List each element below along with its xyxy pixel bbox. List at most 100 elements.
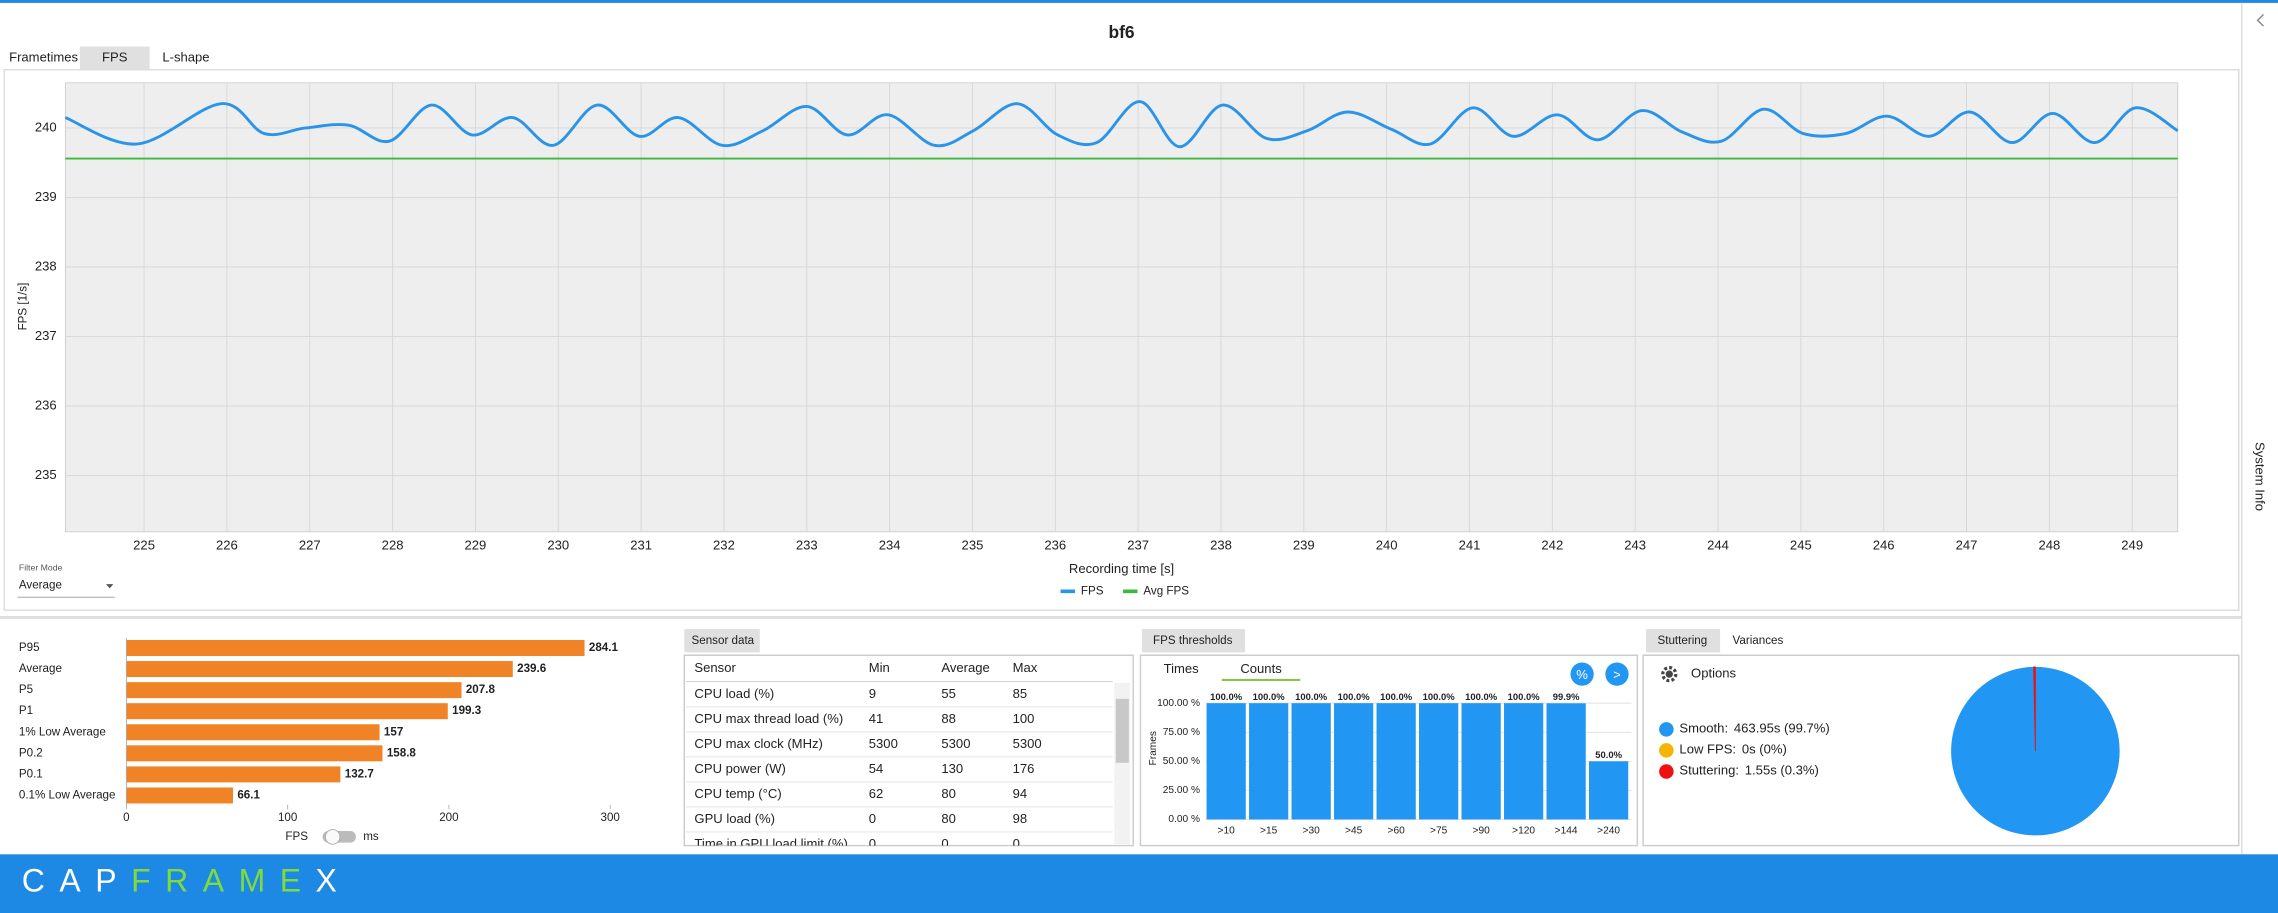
sensor-value: 0	[1013, 836, 1020, 851]
value-label: 50.0%	[1595, 750, 1622, 761]
dropdown-arrow[interactable]	[106, 584, 114, 589]
category-label: P95	[19, 641, 40, 654]
value-label: 100.0%	[1210, 692, 1243, 703]
y-tick-label: 235	[35, 467, 57, 482]
y-tick-label: 0.00 %	[1168, 814, 1200, 825]
sensor-value: 5300	[869, 736, 898, 751]
x-tick-label: >144	[1555, 826, 1578, 837]
value-label: 158.8	[387, 746, 417, 759]
x-tick-label: >120	[1512, 826, 1535, 837]
value-label: 199.3	[452, 704, 482, 717]
subtab[interactable]: Times	[1164, 661, 1200, 676]
y-tick-label: 25.00 %	[1163, 785, 1200, 796]
y-tick-label: 236	[35, 397, 57, 412]
bar	[1291, 703, 1331, 820]
y-axis-label: Frames	[1148, 731, 1159, 765]
plot-area	[64, 82, 2179, 533]
x-tick-label: 245	[1790, 538, 1812, 553]
toggle-knob[interactable]	[324, 829, 341, 845]
bar	[1546, 703, 1586, 820]
gear-icon[interactable]	[1661, 666, 1678, 683]
bar	[126, 745, 383, 762]
sensor-name: CPU load (%)	[694, 686, 774, 701]
collapse-chevron[interactable]	[2256, 14, 2264, 27]
sensor-value: 0	[869, 836, 876, 851]
x-tick-label: 100	[278, 811, 297, 824]
sensor-name: CPU max clock (MHz)	[694, 736, 822, 751]
x-tick-label: 248	[2038, 538, 2060, 553]
x-tick-label: 300	[600, 811, 619, 824]
x-tick-label: 237	[1127, 538, 1149, 553]
value-label: 100.0%	[1380, 692, 1413, 703]
sensor-value: 88	[941, 711, 956, 726]
tab[interactable]: Variances	[1733, 634, 1784, 647]
sensor-name: CPU temp (°C)	[694, 786, 781, 801]
tab[interactable]: Sensor data	[692, 634, 755, 647]
x-tick-label: 200	[439, 811, 458, 824]
side-label[interactable]: System Info	[2253, 442, 2268, 511]
x-tick-label: 239	[1293, 538, 1315, 553]
y-tick-label: 100.00 %	[1157, 698, 1200, 709]
bar	[1589, 761, 1629, 820]
bar	[126, 682, 462, 699]
tab[interactable]: FPS thresholds	[1153, 634, 1233, 647]
x-tick-label: >90	[1473, 826, 1491, 837]
x-tick-label: 232	[713, 538, 735, 553]
sensor-name: CPU max thread load (%)	[694, 711, 843, 726]
legend-name: Stuttering:	[1679, 763, 1739, 778]
x-tick-label: >10	[1218, 826, 1236, 837]
legend-label: Stuttering: 1.55s (0.3%)	[1679, 763, 1818, 778]
value-label: 157	[384, 725, 403, 738]
gear-icon-center[interactable]	[1665, 670, 1673, 678]
bar	[1419, 703, 1459, 820]
subtab[interactable]: Counts	[1240, 661, 1282, 676]
top-border	[0, 0, 2278, 3]
percent-button[interactable]	[1570, 662, 1594, 686]
filter-dropdown[interactable]: Average	[19, 579, 62, 592]
sensor-name: GPU load (%)	[694, 811, 775, 826]
bar	[1461, 703, 1501, 820]
x-tick-label: 242	[1541, 538, 1563, 553]
chart-title: bf6	[1108, 22, 1134, 42]
bar	[126, 724, 380, 741]
toggle-left-label: FPS	[285, 830, 308, 843]
tab[interactable]: Stuttering	[1657, 634, 1707, 647]
next-button[interactable]	[1605, 662, 1629, 686]
tab[interactable]: Frametimes	[9, 50, 78, 65]
options-button[interactable]: Options	[1691, 666, 1736, 681]
sensor-value: 54	[869, 761, 884, 776]
value-label: 132.7	[345, 767, 374, 780]
bar	[1376, 703, 1416, 820]
sensor-value: 55	[941, 686, 956, 701]
x-tick-label: >60	[1388, 826, 1406, 837]
sensor-value: 9	[869, 686, 876, 701]
value-label: 99.9%	[1553, 692, 1580, 703]
scrollbar-thumb[interactable]	[1115, 698, 1129, 763]
value-label: 100.0%	[1465, 692, 1498, 703]
category-label: P0.1	[19, 767, 43, 780]
y-tick-label: 239	[35, 189, 57, 204]
tab-bg	[1646, 629, 1721, 653]
y-tick-label: 237	[35, 328, 57, 343]
active-tab-bg	[79, 46, 150, 70]
tab[interactable]: FPS	[102, 50, 128, 65]
tab[interactable]: L-shape	[162, 50, 209, 65]
x-tick-label: 247	[1956, 538, 1978, 553]
legend-value: 1.55s (0.3%)	[1745, 763, 1819, 778]
filter-label: Filter Mode	[19, 562, 63, 572]
x-tick-label: 240	[1376, 538, 1398, 553]
legend-dot	[1659, 743, 1674, 758]
sensor-value: 62	[869, 786, 884, 801]
tab-bg	[684, 629, 760, 653]
sensor-value: 176	[1013, 761, 1035, 776]
series-line	[64, 100, 2179, 149]
sensor-value: 98	[1013, 811, 1028, 826]
value-label: 284.1	[589, 641, 619, 654]
sensor-value: 0	[941, 836, 948, 851]
percent-button-label[interactable]: %	[1576, 667, 1588, 682]
legend-name: Low FPS:	[1679, 742, 1736, 757]
column-header: Max	[1013, 660, 1038, 675]
next-button-label[interactable]: >	[1613, 667, 1621, 682]
